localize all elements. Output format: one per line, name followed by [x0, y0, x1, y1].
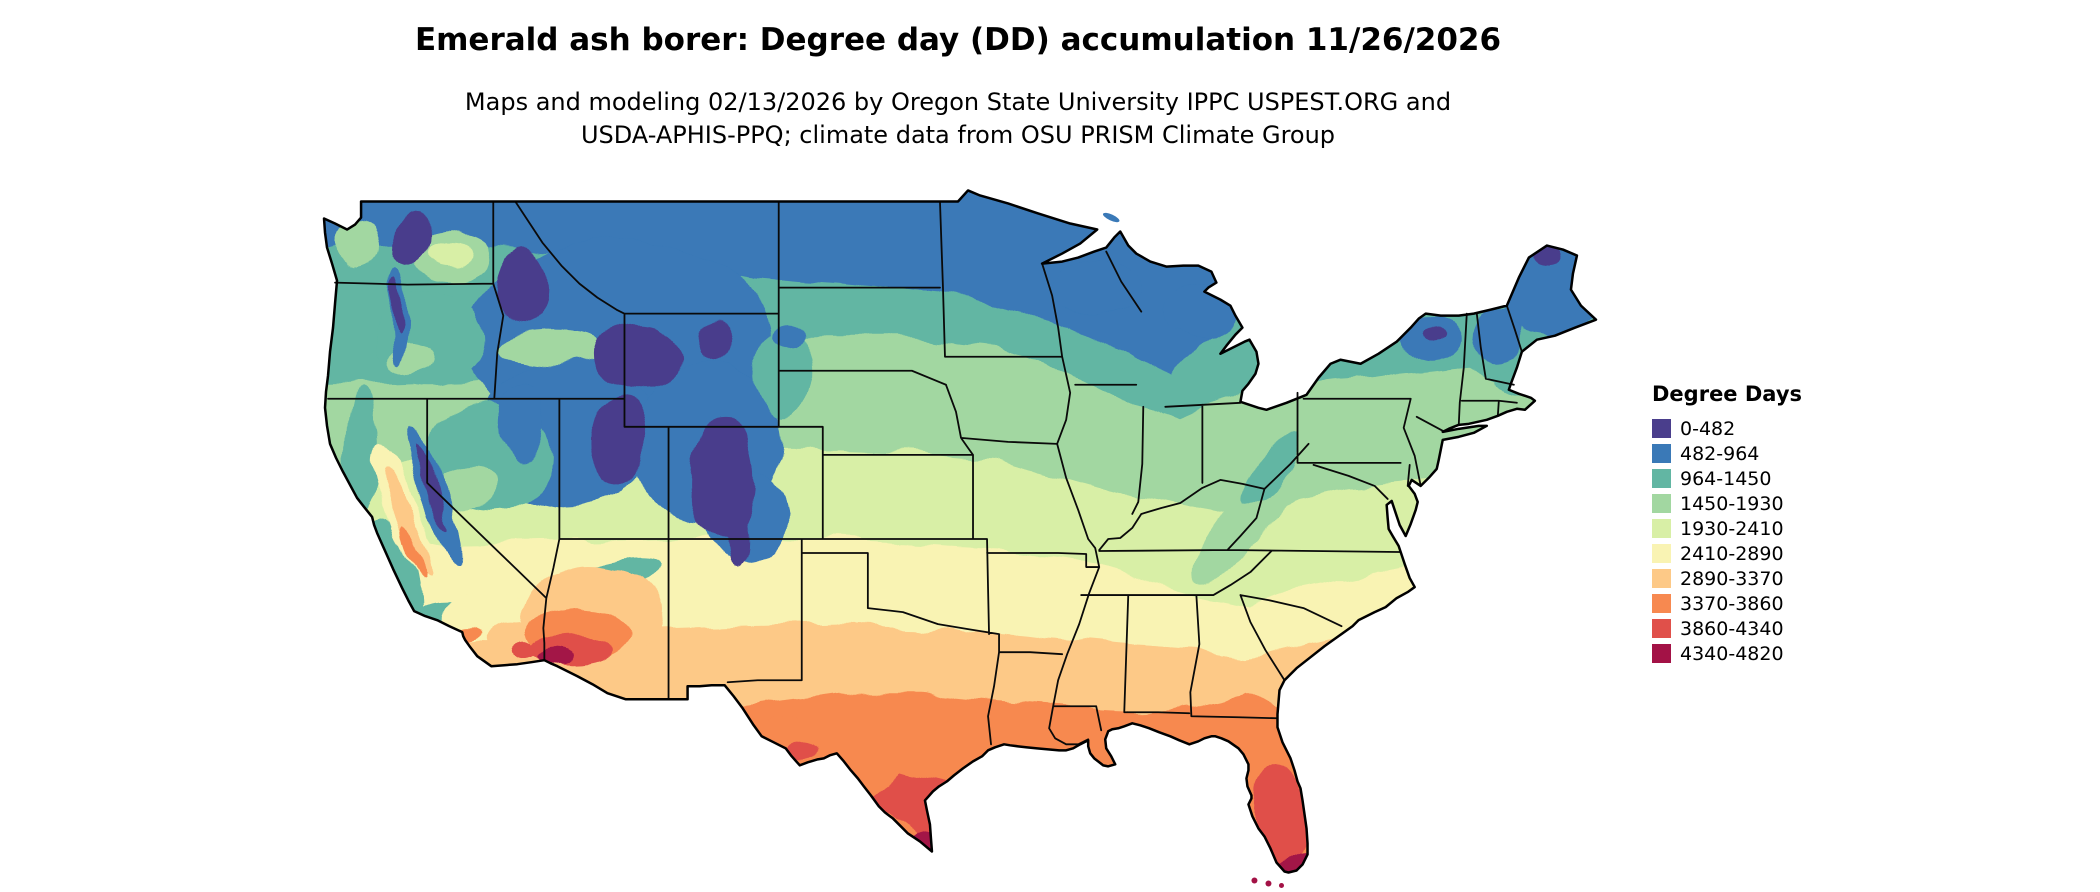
legend-item: 4340-4820: [1652, 641, 1802, 666]
legend-swatch: [1652, 569, 1671, 588]
legend-label: 3860-4340: [1680, 617, 1784, 640]
legend-swatch: [1652, 419, 1671, 438]
legend-swatch: [1652, 444, 1671, 463]
page-title: Emerald ash borer: Degree day (DD) accum…: [414, 22, 1502, 58]
legend-item: 0-482: [1652, 416, 1802, 441]
legend-label: 0-482: [1680, 417, 1736, 440]
legend-swatch: [1652, 494, 1671, 513]
us-outline: [322, 189, 1598, 874]
legend-item: 3370-3860: [1652, 591, 1802, 616]
florida-keys-dot: [1251, 877, 1258, 884]
legend-label: 482-964: [1680, 442, 1760, 465]
legend-title: Degree Days: [1652, 382, 1803, 406]
legend-item: 964-1450: [1652, 466, 1802, 491]
legend-item: 482-964: [1652, 441, 1802, 466]
state-borders: [327, 200, 1523, 746]
legend-label: 1930-2410: [1680, 517, 1784, 540]
legend-items: 0-482 482-964 964-1450 1450-1930 1930-2410 24…: [1652, 416, 1802, 666]
legend-swatch: [1652, 469, 1671, 488]
legend-label: 4340-4820: [1680, 642, 1784, 665]
map-subtitle: Maps and modeling 02/13/2026 by Oregon S…: [0, 86, 1916, 152]
legend-swatch: [1652, 619, 1671, 638]
legend: Degree Days 0-482 482-964 964-1450 1450-193…: [1652, 382, 1802, 666]
legend-swatch: [1652, 519, 1671, 538]
legend-label: 2410-2890: [1680, 542, 1784, 565]
subtitle-line-2: USDA-APHIS-PPQ; climate data from OSU PR…: [580, 121, 1336, 149]
legend-swatch: [1652, 594, 1671, 613]
isle-royale: [1102, 212, 1120, 223]
legend-label: 3370-3860: [1680, 592, 1784, 615]
legend-label: 2890-3370: [1680, 567, 1784, 590]
legend-item: 2410-2890: [1652, 541, 1802, 566]
legend-label: 1450-1930: [1680, 492, 1784, 515]
subtitle-line-1: Maps and modeling 02/13/2026 by Oregon S…: [464, 88, 1452, 116]
us-map-svg: [322, 189, 1598, 889]
florida-keys-dot: [1265, 880, 1272, 887]
legend-swatch: [1652, 644, 1671, 663]
legend-label: 964-1450: [1680, 467, 1772, 490]
legend-item: 1930-2410: [1652, 516, 1802, 541]
legend-item: 2890-3370: [1652, 566, 1802, 591]
legend-swatch: [1652, 544, 1671, 563]
florida-keys-dot: [1278, 883, 1284, 889]
us-degree-day-map: [317, 186, 1609, 892]
legend-item: 1450-1930: [1652, 491, 1802, 516]
legend-item: 3860-4340: [1652, 616, 1802, 641]
